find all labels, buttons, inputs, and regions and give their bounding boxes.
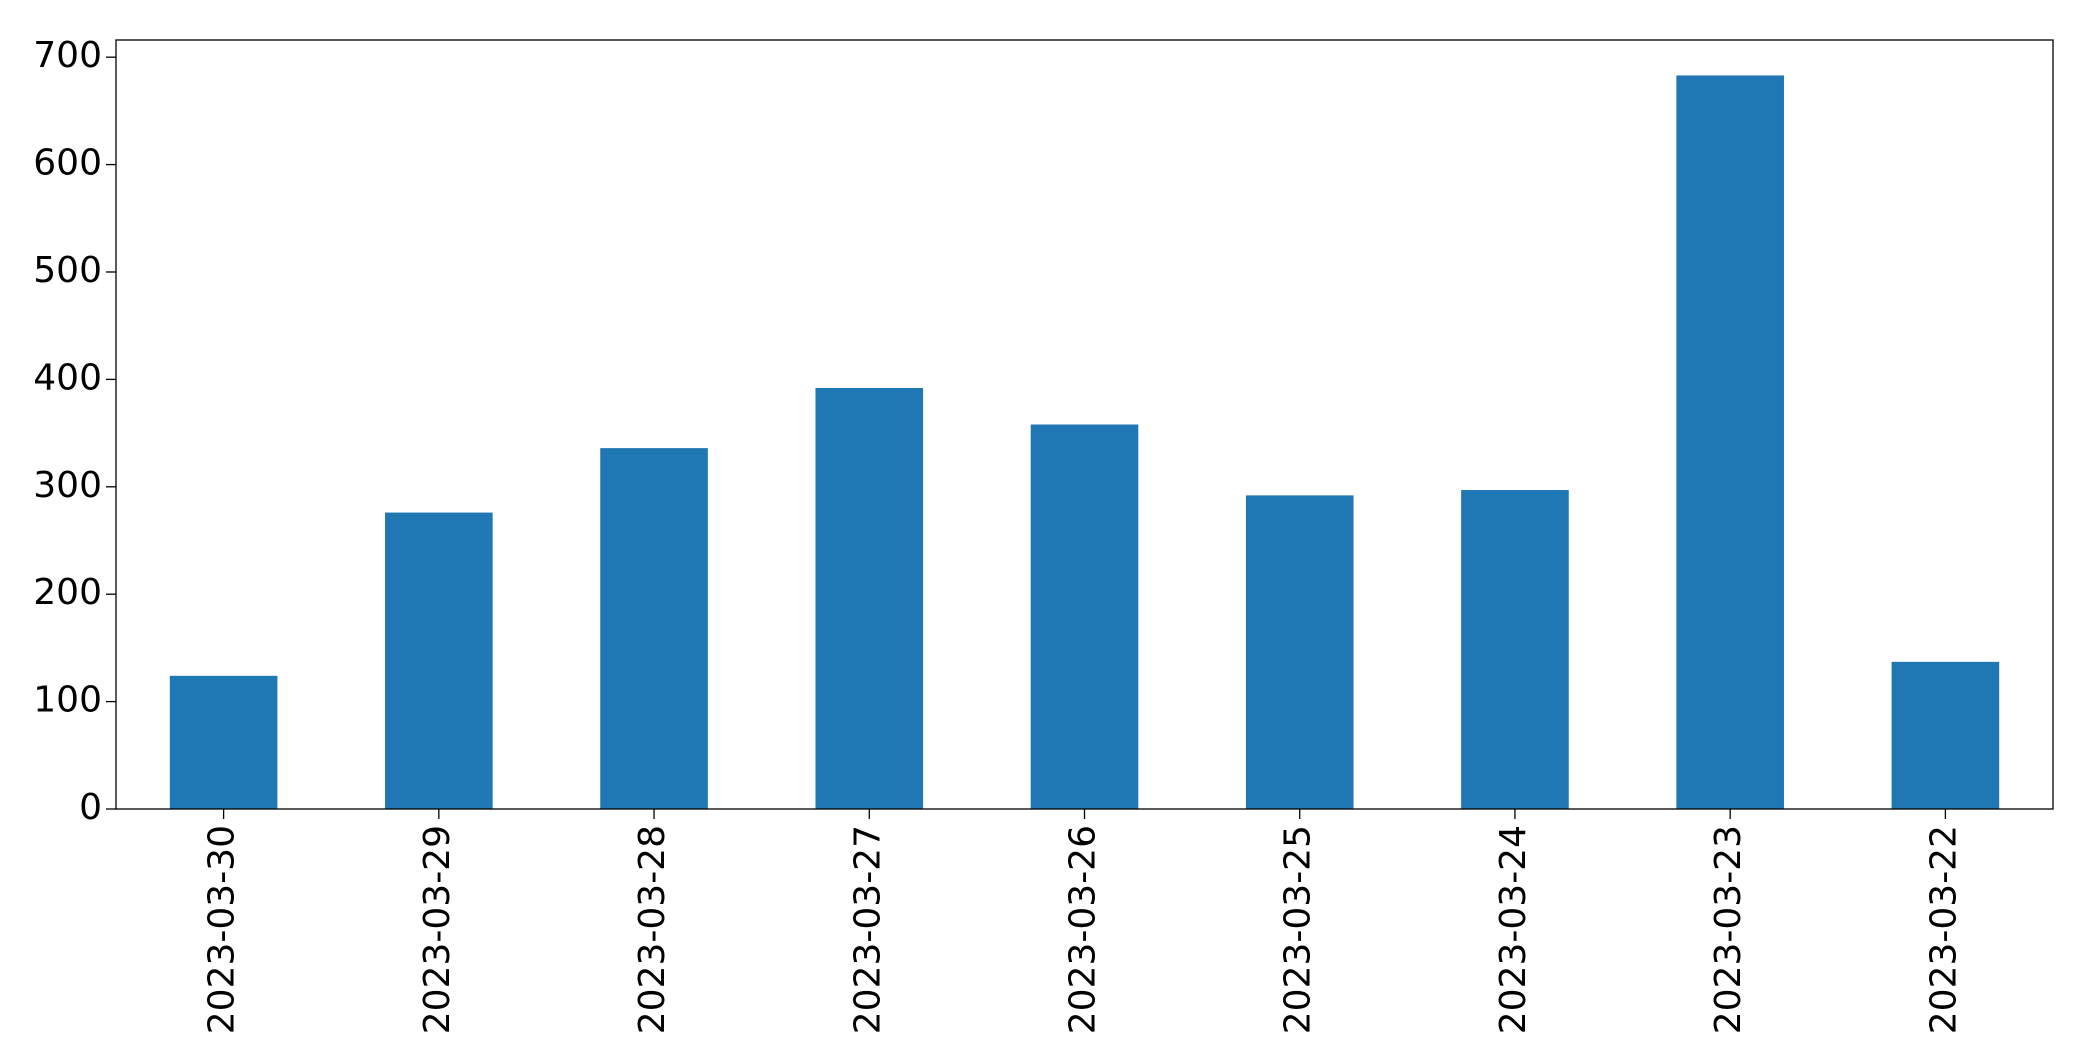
bar [1461, 490, 1569, 809]
x-tick-label: 2023-03-29 [417, 825, 458, 1034]
x-tick-label: 2023-03-26 [1063, 825, 1104, 1034]
y-tick-label: 700 [33, 35, 102, 76]
x-tick-label: 2023-03-30 [202, 825, 243, 1034]
y-tick-label: 400 [33, 357, 102, 398]
y-tick-label: 200 [33, 572, 102, 613]
bar [815, 387, 924, 809]
bar [1891, 661, 2000, 809]
y-tick-label: 600 [33, 143, 102, 184]
bar [169, 675, 278, 809]
bar [1030, 424, 1139, 809]
plot-frame [115, 39, 2054, 810]
bar [1676, 75, 1784, 809]
x-tick-label: 2023-03-25 [1278, 825, 1319, 1034]
x-tick-label: 2023-03-22 [1923, 825, 1964, 1034]
bar [385, 512, 493, 809]
x-tick-label: 2023-03-23 [1708, 825, 1749, 1034]
y-tick-label: 500 [33, 250, 102, 291]
x-tick-label: 2023-03-24 [1493, 825, 1534, 1034]
x-tick-label: 2023-03-27 [847, 825, 888, 1034]
y-tick-label: 0 [79, 787, 102, 828]
bar [600, 448, 708, 809]
bar [1245, 495, 1354, 809]
y-tick-label: 100 [33, 680, 102, 721]
x-tick-label: 2023-03-28 [632, 825, 673, 1034]
y-tick-label: 300 [33, 465, 102, 506]
